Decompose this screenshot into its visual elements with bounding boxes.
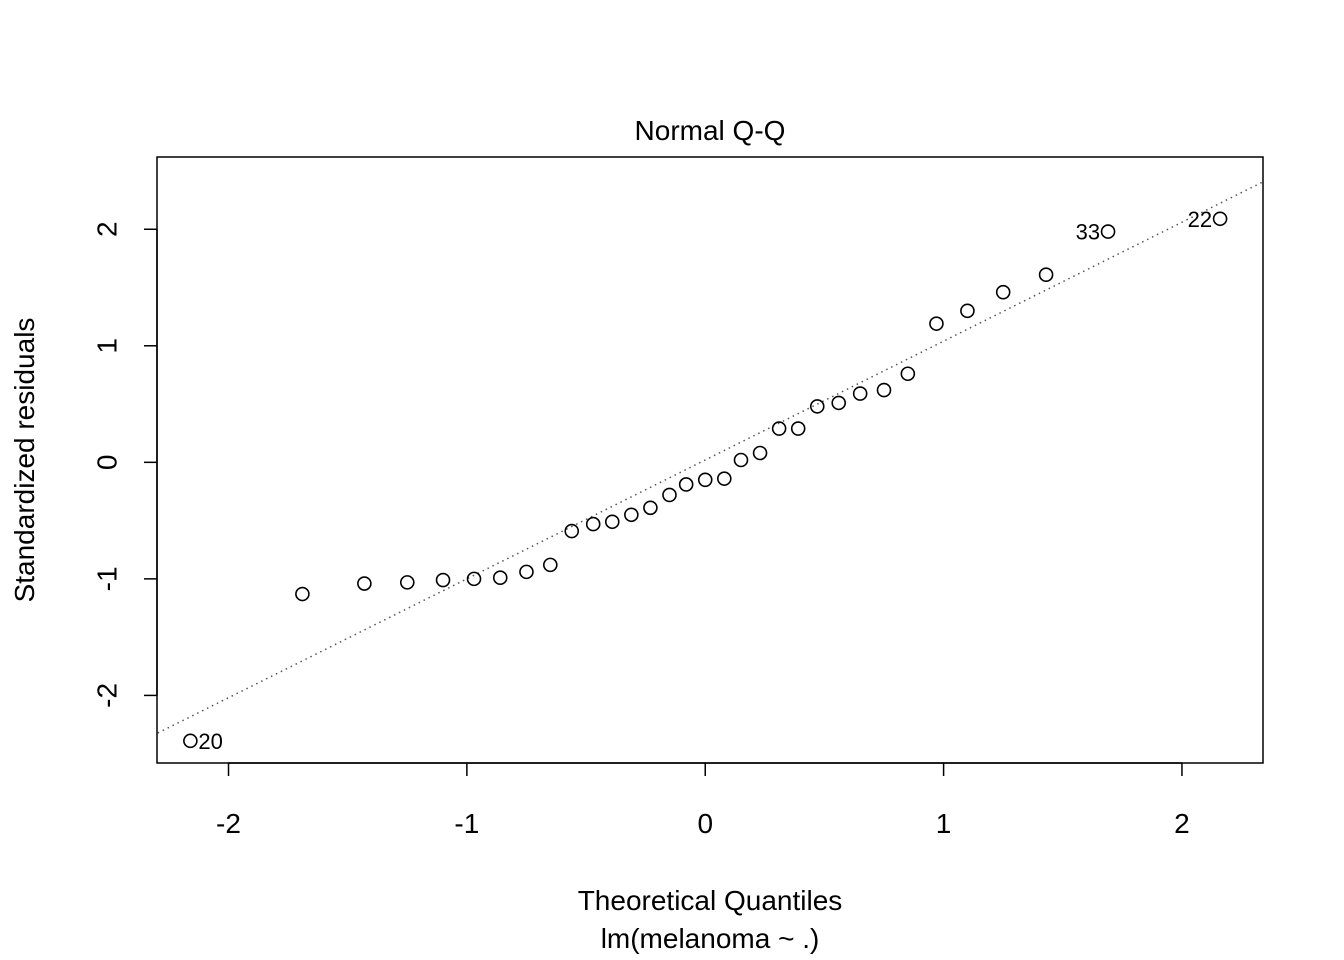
data-point [831, 395, 847, 411]
data-point [542, 557, 558, 573]
data-point [960, 303, 975, 319]
data-point [295, 586, 310, 602]
data-point [752, 445, 768, 461]
data-point [492, 570, 508, 586]
data-point [466, 571, 482, 587]
data-point [643, 500, 658, 516]
data-point [1038, 267, 1054, 283]
point-label: 20 [198, 729, 222, 754]
data-point [790, 421, 806, 436]
x-tick-label: 1 [936, 808, 952, 839]
data-point [809, 399, 825, 414]
y-tick-label: 2 [91, 221, 122, 237]
x-tick-label: -2 [216, 808, 241, 839]
point-labels: 20 33 22 [198, 207, 1212, 754]
data-point [357, 576, 372, 591]
data-point [604, 514, 620, 530]
y-axis: -2 -1 0 1 2 [91, 221, 158, 708]
y-axis-title: Standardized residuals [9, 318, 40, 603]
data-point [662, 487, 677, 503]
data-point [1212, 211, 1228, 227]
y-tick-label: -1 [91, 566, 122, 591]
data-point [519, 564, 534, 580]
plot-frame [156, 156, 1264, 764]
qq-reference-line [157, 181, 1263, 735]
point-label: 22 [1188, 207, 1212, 232]
data-point [624, 507, 639, 523]
x-tick-label: -1 [454, 808, 479, 839]
y-tick-label: -2 [91, 683, 122, 708]
data-point [733, 452, 749, 468]
data-point [585, 516, 601, 532]
point-label: 33 [1076, 220, 1100, 245]
data-point [697, 472, 713, 488]
data-points [183, 211, 1228, 749]
chart-title: Normal Q-Q [635, 115, 786, 146]
data-point [678, 477, 694, 492]
data-point [399, 575, 415, 590]
data-point [995, 284, 1011, 300]
data-point [900, 366, 916, 382]
data-point [771, 421, 787, 436]
data-point [183, 733, 198, 749]
data-point [435, 572, 451, 588]
x-axis: -2 -1 0 1 2 [216, 762, 1190, 839]
x-tick-label: 0 [697, 808, 713, 839]
data-point [1100, 224, 1116, 239]
x-tick-label: 2 [1174, 808, 1190, 839]
x-axis-title: Theoretical Quantiles [578, 885, 843, 916]
data-point [564, 523, 580, 539]
data-point [717, 471, 732, 486]
data-point [852, 386, 868, 401]
y-tick-label: 1 [91, 338, 122, 354]
data-point [929, 316, 944, 331]
chart-subtitle: lm(melanoma ~ .) [601, 923, 820, 954]
y-tick-label: 0 [91, 455, 122, 471]
data-point [876, 382, 892, 398]
